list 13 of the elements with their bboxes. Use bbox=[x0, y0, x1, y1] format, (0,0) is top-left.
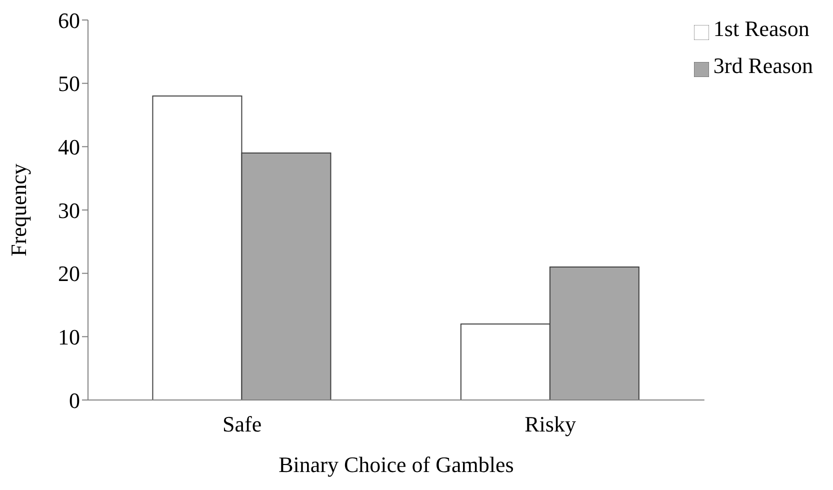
y-tick-label: 20 bbox=[58, 261, 80, 286]
x-tick-label: Safe bbox=[222, 412, 262, 437]
y-tick-label: 60 bbox=[58, 8, 80, 33]
x-tick-label: Risky bbox=[524, 412, 576, 437]
x-axis-title: Binary Choice of Gambles bbox=[278, 452, 514, 477]
y-tick-label: 0 bbox=[69, 388, 80, 413]
y-tick-label: 40 bbox=[58, 134, 80, 160]
y-tick-label: 30 bbox=[58, 198, 80, 223]
y-tick-label: 50 bbox=[58, 71, 80, 96]
y-axis-title: Frequency bbox=[6, 164, 31, 256]
y-tick-label: 10 bbox=[58, 324, 80, 350]
legend-label: 1st Reason bbox=[713, 16, 810, 41]
legend-label: 3rd Reason bbox=[713, 53, 813, 78]
